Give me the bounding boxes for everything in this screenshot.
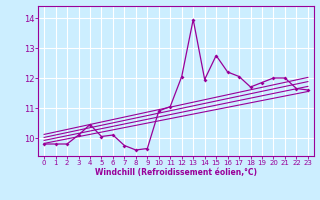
X-axis label: Windchill (Refroidissement éolien,°C): Windchill (Refroidissement éolien,°C) — [95, 168, 257, 177]
